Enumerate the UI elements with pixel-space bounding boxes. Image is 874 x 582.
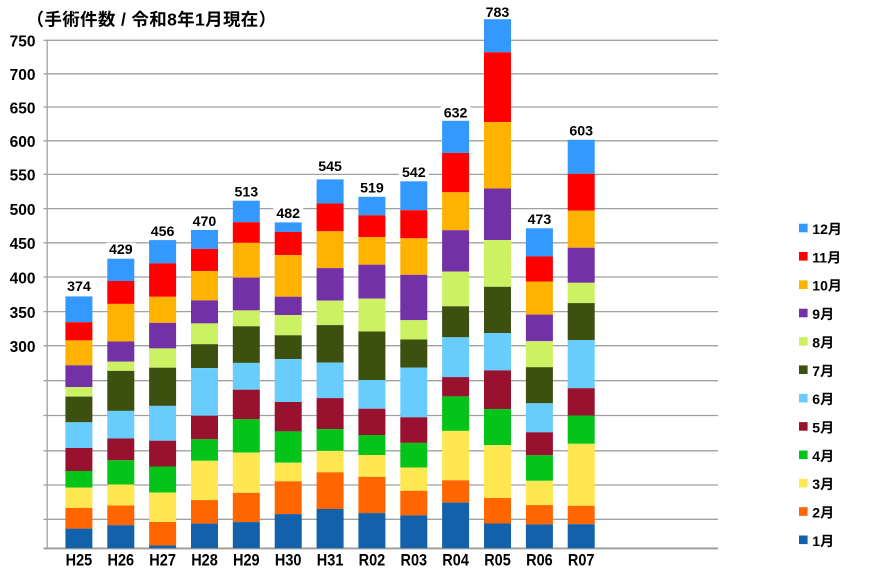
- svg-text:513: 513: [234, 185, 258, 201]
- svg-text:456: 456: [151, 224, 175, 240]
- svg-text:12月: 12月: [812, 219, 842, 239]
- svg-text:374: 374: [67, 279, 91, 295]
- svg-text:470: 470: [193, 214, 217, 230]
- svg-text:R04: R04: [442, 550, 469, 569]
- svg-text:5月: 5月: [812, 417, 834, 437]
- svg-text:R06: R06: [526, 550, 553, 569]
- svg-text:H27: H27: [149, 550, 176, 569]
- svg-text:700: 700: [10, 67, 36, 84]
- svg-text:600: 600: [10, 134, 36, 151]
- svg-text:519: 519: [360, 181, 384, 197]
- svg-text:9月: 9月: [812, 304, 834, 324]
- svg-text:H28: H28: [191, 550, 218, 569]
- svg-text:H26: H26: [108, 550, 135, 569]
- svg-text:400: 400: [10, 270, 36, 287]
- svg-text:550: 550: [10, 168, 36, 185]
- svg-text:783: 783: [486, 5, 510, 21]
- svg-text:H31: H31: [317, 550, 344, 569]
- svg-text:542: 542: [402, 165, 426, 181]
- svg-text:R02: R02: [359, 550, 386, 569]
- svg-text:2月: 2月: [812, 503, 834, 523]
- svg-text:632: 632: [444, 105, 468, 121]
- svg-text:（手術件数 / 令和8年1月現在）: （手術件数 / 令和8年1月現在）: [27, 6, 277, 31]
- svg-text:4月: 4月: [812, 446, 834, 466]
- svg-text:7月: 7月: [812, 361, 834, 381]
- svg-text:R05: R05: [484, 550, 511, 569]
- svg-text:H29: H29: [233, 550, 260, 569]
- svg-text:482: 482: [276, 206, 300, 222]
- svg-text:3月: 3月: [812, 474, 834, 494]
- svg-text:350: 350: [10, 305, 36, 322]
- svg-text:R07: R07: [568, 550, 595, 569]
- svg-text:R03: R03: [401, 550, 428, 569]
- svg-text:1月: 1月: [812, 531, 834, 551]
- svg-text:500: 500: [10, 202, 36, 219]
- svg-text:6月: 6月: [812, 389, 834, 409]
- svg-text:300: 300: [10, 339, 36, 356]
- svg-text:10月: 10月: [812, 276, 842, 296]
- svg-text:750: 750: [10, 34, 36, 51]
- svg-text:11月: 11月: [812, 247, 841, 267]
- svg-text:450: 450: [10, 236, 36, 253]
- svg-text:H30: H30: [275, 550, 302, 569]
- svg-text:429: 429: [109, 242, 133, 258]
- svg-text:603: 603: [569, 124, 593, 140]
- svg-text:545: 545: [318, 159, 342, 175]
- svg-text:8月: 8月: [812, 332, 834, 352]
- svg-text:650: 650: [10, 100, 36, 117]
- svg-text:473: 473: [528, 212, 552, 228]
- svg-text:H25: H25: [66, 550, 93, 569]
